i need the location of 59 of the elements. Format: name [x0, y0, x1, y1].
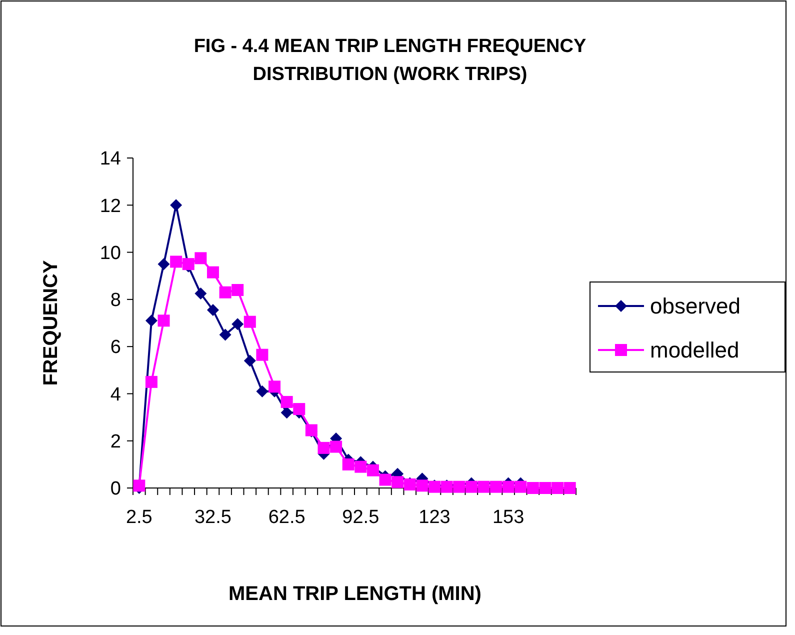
point: [552, 482, 564, 494]
point: [256, 385, 268, 398]
y-tick-label: 12: [100, 196, 121, 217]
x-tick-label: 153: [492, 507, 524, 528]
y-tick-label: 8: [110, 290, 121, 312]
point: [280, 396, 293, 408]
point: [293, 403, 306, 416]
y-tick-label: 2: [110, 432, 121, 453]
point: [342, 458, 354, 470]
point: [244, 316, 256, 328]
x-tick-label: 123: [418, 507, 450, 528]
point: [158, 258, 170, 270]
point: [366, 464, 379, 476]
x-tick-label: 2.5: [126, 507, 152, 528]
point: [514, 480, 527, 493]
point: [526, 482, 539, 494]
y-axis-title: FREQUENCY: [40, 260, 62, 386]
point: [416, 480, 428, 492]
point: [244, 354, 256, 367]
point: [478, 480, 490, 493]
point: [256, 348, 268, 361]
x-tick-label: 92.5: [342, 507, 380, 528]
point: [379, 474, 392, 486]
y-tick-label: 0: [110, 478, 121, 500]
y-tick-label: 14: [100, 148, 122, 170]
x-tick-label: 32.5: [194, 507, 232, 528]
point: [145, 376, 158, 388]
point: [453, 480, 466, 493]
point: [194, 252, 207, 264]
x-axis-title: MEAN TRIP LENGTH (MIN): [228, 583, 482, 605]
point: [194, 288, 207, 300]
point: [465, 480, 478, 493]
point: [502, 480, 514, 493]
legend-label: modelled: [650, 338, 740, 363]
x-tick-label: 62.5: [268, 507, 306, 528]
point: [232, 284, 244, 296]
point: [158, 314, 170, 327]
chart-title: FIG - 4.4 MEAN TRIP LENGTH FREQUENCY DISTRIBUTION (WORK TRIPS): [194, 36, 586, 85]
point: [268, 380, 281, 393]
point: [232, 318, 244, 330]
point: [206, 304, 219, 316]
point: [206, 266, 219, 278]
point: [133, 480, 146, 492]
point: [354, 460, 367, 473]
point: [392, 476, 404, 488]
point: [219, 286, 232, 298]
point: [490, 480, 502, 493]
point: [170, 199, 182, 212]
point: [539, 482, 552, 494]
point: [145, 314, 158, 327]
legend-label: observed: [650, 294, 741, 319]
y-tick-label: 4: [110, 384, 122, 406]
y-tick-label: 10: [100, 242, 121, 264]
point: [170, 256, 182, 268]
point: [330, 440, 342, 453]
y-tick-label: 6: [110, 337, 121, 358]
point: [318, 442, 330, 454]
point: [280, 406, 293, 419]
point: [219, 328, 232, 341]
